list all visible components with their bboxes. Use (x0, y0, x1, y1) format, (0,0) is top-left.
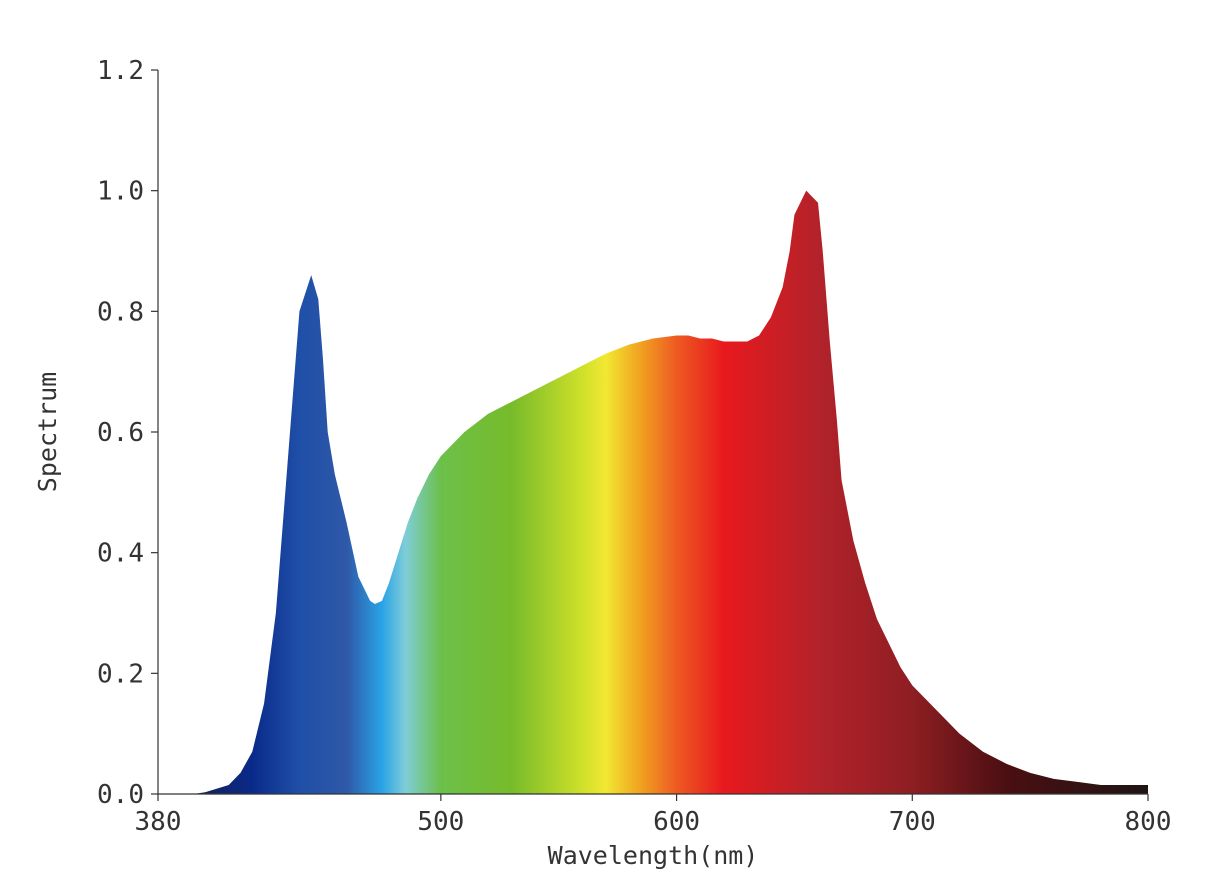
y-tick-label: 0.2 (97, 659, 144, 689)
y-axis-ticks: 0.0 0.2 0.4 0.6 0.8 1.0 1.2 (97, 56, 158, 810)
x-tick-label: 500 (417, 807, 464, 837)
x-tick-label: 380 (135, 807, 182, 837)
x-axis-title: Wavelength(nm) (548, 841, 759, 870)
y-tick-label: 0.0 (97, 780, 144, 810)
y-tick-label: 0.4 (97, 539, 144, 569)
x-axis-ticks: 380 500 600 700 800 (135, 794, 1172, 837)
y-tick-label: 1.2 (97, 56, 144, 86)
y-tick-label: 1.0 (97, 177, 144, 207)
x-tick-label: 600 (653, 807, 700, 837)
y-tick-label: 0.8 (97, 297, 144, 327)
x-tick-label: 800 (1125, 807, 1172, 837)
plot-area (158, 190, 1148, 795)
spectrum-area-0 (158, 190, 1148, 795)
y-tick-label: 0.6 (97, 418, 144, 448)
y-axis-title: Spectrum (33, 372, 62, 492)
x-tick-label: 700 (889, 807, 936, 837)
